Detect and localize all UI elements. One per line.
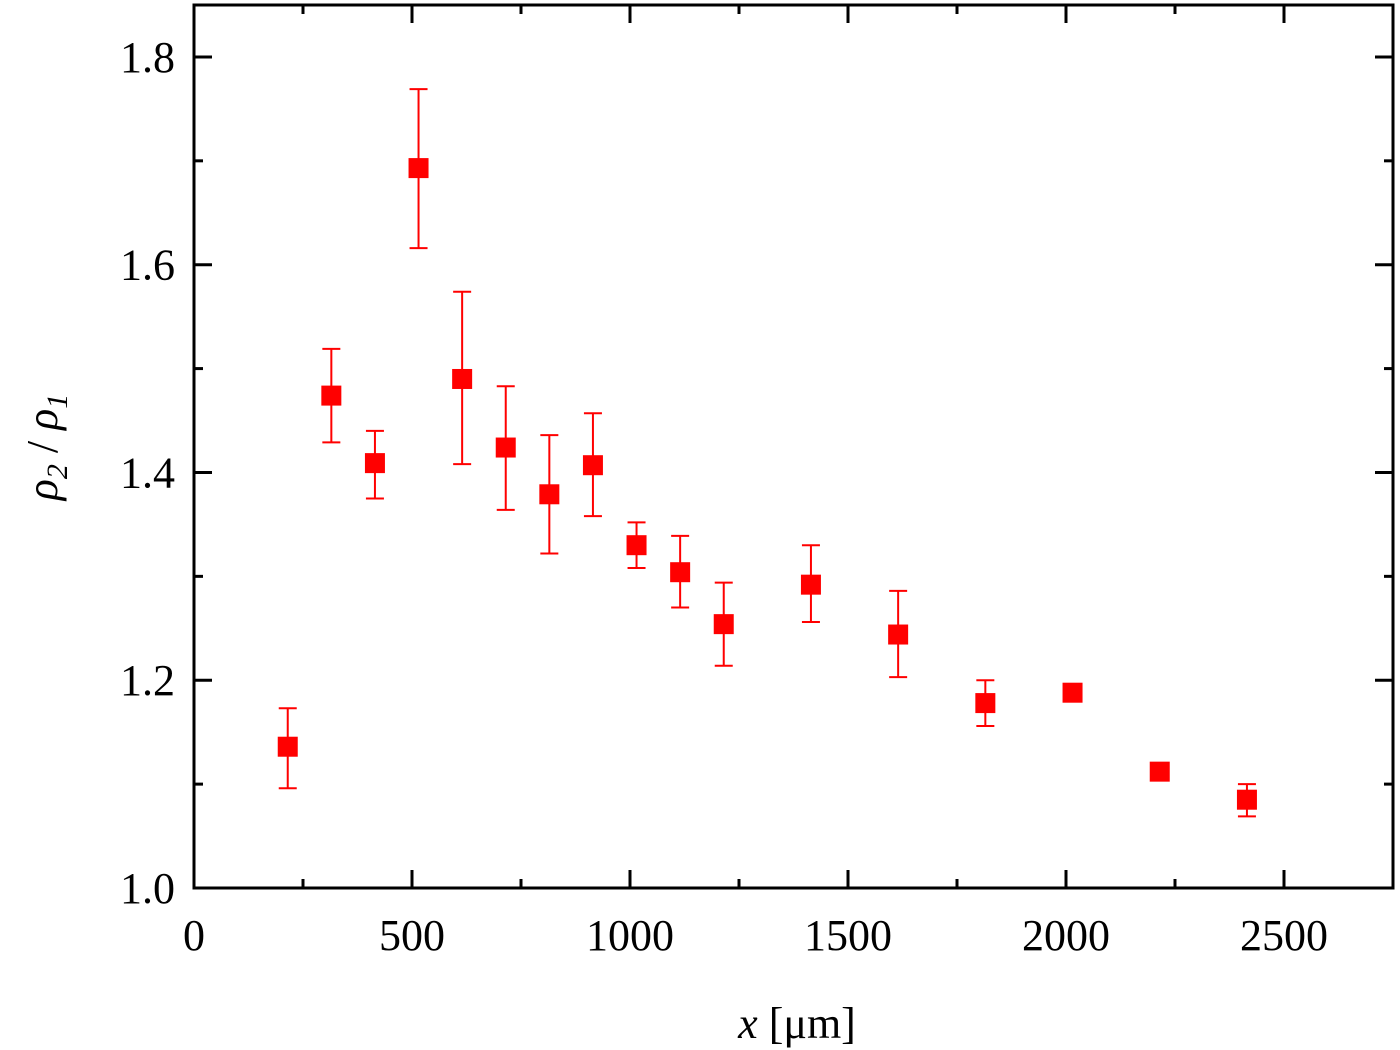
x-tick-labels: 0 500 1000 1500 2000 2500 [183,911,1328,960]
x-tick-label: 2000 [1022,911,1110,960]
square-marker [321,385,342,406]
square-marker [408,158,429,179]
y-tick-label: 1.6 [120,241,175,290]
data-point [582,412,603,518]
y-tick-label: 1.2 [120,656,175,705]
axis-ticks [192,5,1393,890]
y-label-numerator-sub: 2 [41,464,74,479]
data-point [408,88,429,250]
x-tick-label: 0 [183,911,205,960]
x-axis-label: x [μm] [737,999,856,1048]
square-marker [582,455,603,476]
data-point [1062,682,1083,703]
data-point [277,707,298,790]
data-point [495,385,516,511]
data-point [452,290,473,466]
square-marker [713,614,734,635]
y-tick-labels: 1.0 1.2 1.4 1.6 1.8 [120,33,175,913]
data-series [277,88,1257,818]
data-point [1236,783,1257,818]
data-point [1149,761,1170,782]
square-marker [975,693,996,714]
square-marker [1062,682,1083,703]
x-axis-unit: [μm] [758,999,856,1048]
data-point [975,679,996,727]
data-point [670,534,691,609]
square-marker [800,574,821,595]
square-marker [539,484,560,505]
square-marker [452,368,473,389]
x-axis-variable: x [737,999,758,1048]
data-point [713,581,734,667]
x-tick-label: 1500 [804,911,892,960]
x-tick-label: 500 [379,911,445,960]
y-axis-label: ρ2 / ρ1 [18,394,74,502]
x-tick-label: 1000 [586,911,674,960]
data-point [626,521,647,570]
y-label-separator: / [18,430,67,464]
data-point [321,347,342,444]
square-marker [670,562,691,583]
y-tick-label: 1.4 [120,448,175,497]
data-point [888,589,909,679]
square-marker [1236,789,1257,810]
y-label-denominator-sub: 1 [41,394,74,409]
y-tick-label: 1.0 [120,864,175,913]
y-label-numerator: ρ [18,479,67,502]
square-marker [888,624,909,645]
data-point [800,544,821,624]
data-point [364,429,385,500]
x-tick-label: 2500 [1240,911,1328,960]
plot-border [192,3,1395,890]
square-marker [495,437,516,458]
data-point [539,434,560,555]
square-marker [1149,761,1170,782]
square-marker [277,736,298,757]
y-tick-label: 1.8 [120,33,175,82]
square-marker [626,535,647,556]
square-marker [364,453,385,474]
y-label-denominator: ρ [18,409,67,432]
plot-frame [192,3,1395,890]
